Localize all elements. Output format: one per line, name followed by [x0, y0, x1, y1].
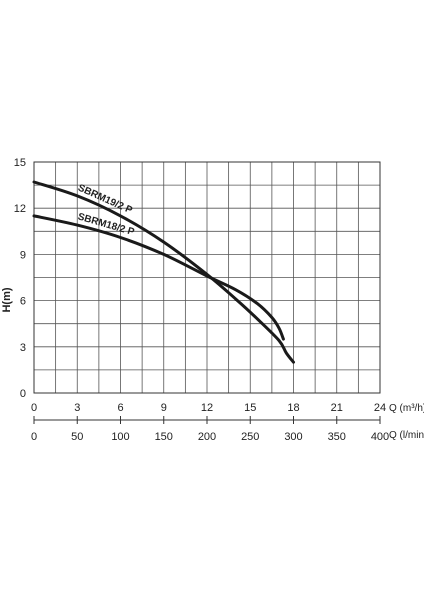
x-tick-label: 3	[74, 402, 80, 414]
x2-tick-label: 250	[241, 431, 259, 443]
x-tick-label: 6	[117, 402, 123, 414]
x-axis-label: Q (m³/h)	[389, 403, 424, 414]
y-axis-label: H(m)	[1, 287, 13, 312]
y-tick-label: 12	[14, 203, 26, 215]
x2-tick-label: 350	[328, 431, 346, 443]
plot-frame	[33, 161, 381, 394]
x2-tick-label: 200	[198, 431, 216, 443]
x-tick-label: 15	[244, 402, 256, 414]
series-line	[32, 180, 295, 364]
y-tick-label: 6	[20, 296, 26, 308]
x2-tick-label: 0	[31, 431, 37, 443]
x-tick-label: 18	[287, 402, 299, 414]
series-line	[32, 214, 285, 341]
x2-axis-label: Q (l/min)	[389, 430, 424, 441]
x-tick-label: 0	[31, 402, 37, 414]
x2-tick-label: 400	[371, 431, 389, 443]
x-tick-label: 9	[161, 402, 167, 414]
x-tick-label: 24	[374, 402, 386, 414]
grid	[33, 161, 381, 424]
x-tick-label: 12	[201, 402, 213, 414]
x2-tick-label: 150	[155, 431, 173, 443]
x2-tick-label: 300	[284, 431, 302, 443]
y-tick-label: 0	[20, 388, 26, 400]
x-tick-label: 21	[331, 402, 343, 414]
y-tick-label: 3	[20, 342, 26, 354]
y-tick-label: 9	[20, 249, 26, 261]
x2-tick-label: 50	[71, 431, 83, 443]
y-tick-label: 15	[14, 157, 26, 169]
x2-tick-label: 100	[111, 431, 129, 443]
